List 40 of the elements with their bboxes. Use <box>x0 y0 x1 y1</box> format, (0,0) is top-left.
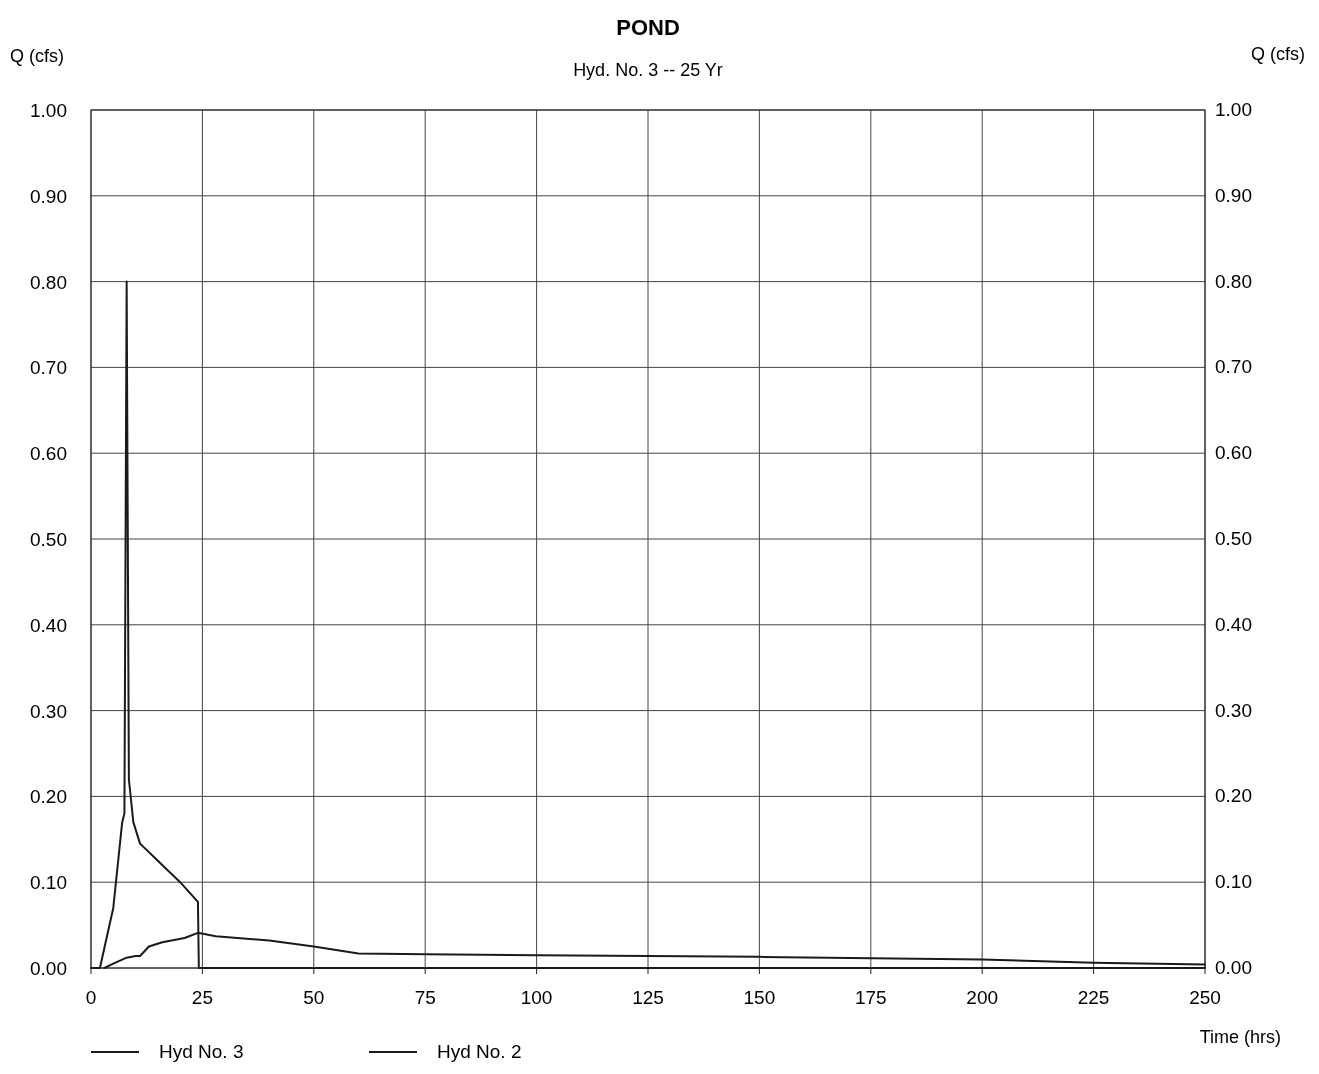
y2-tick-label: 0.90 <box>1215 184 1252 206</box>
x-tick-label: 175 <box>854 987 887 1008</box>
x-tick-label: 75 <box>414 987 436 1008</box>
y-axis-title: Q (cfs) <box>10 46 64 66</box>
legend-label: Hyd No. 2 <box>437 1041 522 1062</box>
y-tick-label: 0.40 <box>30 614 67 636</box>
y2-tick-label: 0.30 <box>1215 699 1252 721</box>
y2-tick-label: 0.40 <box>1215 613 1252 635</box>
y-tick-label: 0.80 <box>30 271 67 293</box>
y-tick-label: 0.50 <box>30 529 67 550</box>
x-tick-label: 200 <box>966 987 999 1008</box>
x-tick-label: 150 <box>743 987 776 1008</box>
y-tick-label: 0.90 <box>30 185 67 207</box>
y-tick-label: 0.20 <box>30 786 67 808</box>
x-tick-label: 125 <box>632 987 664 1008</box>
y2-tick-label: 0.60 <box>1215 442 1252 464</box>
y2-tick-label: 0.20 <box>1215 785 1252 807</box>
x-tick-label: 225 <box>1077 987 1110 1008</box>
y2-axis-title: Q (cfs) <box>1251 44 1305 64</box>
y2-tick-label: 0.10 <box>1215 871 1252 893</box>
x-axis-title: Time (hrs) <box>1199 1027 1281 1047</box>
y-tick-label: 0.30 <box>30 700 67 722</box>
x-tick-label: 50 <box>303 987 325 1008</box>
x-tick-label: 100 <box>520 987 553 1008</box>
x-tick-label: 25 <box>191 987 213 1008</box>
legend-label: Hyd No. 3 <box>159 1041 244 1062</box>
y-tick-label: 0.60 <box>30 443 67 465</box>
chart-subtitle: Hyd. No. 3 -- 25 Yr <box>573 60 723 80</box>
y-tick-label: 0.70 <box>30 357 67 379</box>
chart-title: POND <box>616 15 680 40</box>
y2-tick-label: 0.80 <box>1215 270 1252 292</box>
y-tick-label: 1.00 <box>30 100 67 121</box>
x-tick-label: 250 <box>1189 987 1221 1008</box>
y-tick-label: 0.00 <box>30 958 67 979</box>
y2-tick-label: 1.00 <box>1215 99 1252 120</box>
y2-tick-label: 0.00 <box>1215 957 1252 978</box>
y2-tick-label: 0.50 <box>1215 528 1252 549</box>
x-tick-label: 0 <box>85 987 97 1008</box>
y2-tick-label: 0.70 <box>1215 356 1252 378</box>
y-tick-label: 0.10 <box>30 872 67 894</box>
